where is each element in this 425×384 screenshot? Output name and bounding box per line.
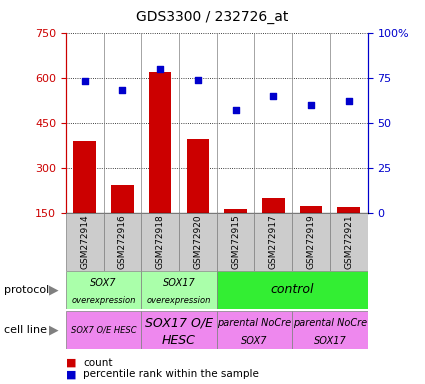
Text: protocol: protocol xyxy=(4,285,49,295)
Text: SOX7: SOX7 xyxy=(91,278,117,288)
Bar xyxy=(337,207,360,213)
Text: ■: ■ xyxy=(66,369,76,379)
Text: ■: ■ xyxy=(66,358,76,368)
Text: control: control xyxy=(270,283,314,296)
Bar xyxy=(104,213,141,271)
Bar xyxy=(187,139,209,213)
Bar xyxy=(217,213,255,271)
Text: parental NoCre: parental NoCre xyxy=(293,318,367,328)
Text: parental NoCre: parental NoCre xyxy=(218,318,292,328)
Bar xyxy=(141,271,217,309)
Bar xyxy=(217,311,292,349)
Bar xyxy=(255,213,292,271)
Point xyxy=(157,66,164,72)
Bar xyxy=(66,271,141,309)
Point xyxy=(308,102,314,108)
Text: percentile rank within the sample: percentile rank within the sample xyxy=(83,369,259,379)
Text: GSM272918: GSM272918 xyxy=(156,215,164,269)
Text: SOX7: SOX7 xyxy=(241,336,268,346)
Point xyxy=(346,98,352,104)
Text: SOX17 O/E: SOX17 O/E xyxy=(145,317,213,330)
Text: GSM272921: GSM272921 xyxy=(344,215,353,269)
Text: GSM272916: GSM272916 xyxy=(118,215,127,269)
Bar xyxy=(224,209,247,213)
Text: GSM272915: GSM272915 xyxy=(231,215,240,269)
Bar xyxy=(292,311,368,349)
Text: ▶: ▶ xyxy=(49,283,59,296)
Bar xyxy=(149,72,171,213)
Point xyxy=(119,87,126,93)
Text: GSM272919: GSM272919 xyxy=(306,215,315,269)
Bar xyxy=(74,141,96,213)
Text: cell line: cell line xyxy=(4,325,47,335)
Text: count: count xyxy=(83,358,112,368)
Bar xyxy=(292,213,330,271)
Bar xyxy=(217,271,368,309)
Bar xyxy=(300,205,322,213)
Point xyxy=(232,107,239,113)
Bar xyxy=(66,213,104,271)
Bar xyxy=(141,311,217,349)
Bar xyxy=(179,213,217,271)
Bar xyxy=(66,311,141,349)
Point xyxy=(270,93,277,99)
Text: ▶: ▶ xyxy=(49,324,59,337)
Point xyxy=(195,76,201,83)
Bar xyxy=(111,185,134,213)
Text: GSM272914: GSM272914 xyxy=(80,215,89,269)
Text: overexpression: overexpression xyxy=(71,296,136,305)
Text: overexpression: overexpression xyxy=(147,296,211,305)
Point xyxy=(81,78,88,84)
Text: SOX17: SOX17 xyxy=(314,336,346,346)
Text: HESC: HESC xyxy=(162,334,196,348)
Bar xyxy=(330,213,368,271)
Text: GDS3300 / 232726_at: GDS3300 / 232726_at xyxy=(136,10,289,23)
Text: GSM272917: GSM272917 xyxy=(269,215,278,269)
Bar xyxy=(141,213,179,271)
Text: SOX17: SOX17 xyxy=(163,278,196,288)
Text: SOX7 O/E HESC: SOX7 O/E HESC xyxy=(71,326,136,335)
Bar xyxy=(262,198,285,213)
Text: GSM272920: GSM272920 xyxy=(193,215,202,269)
